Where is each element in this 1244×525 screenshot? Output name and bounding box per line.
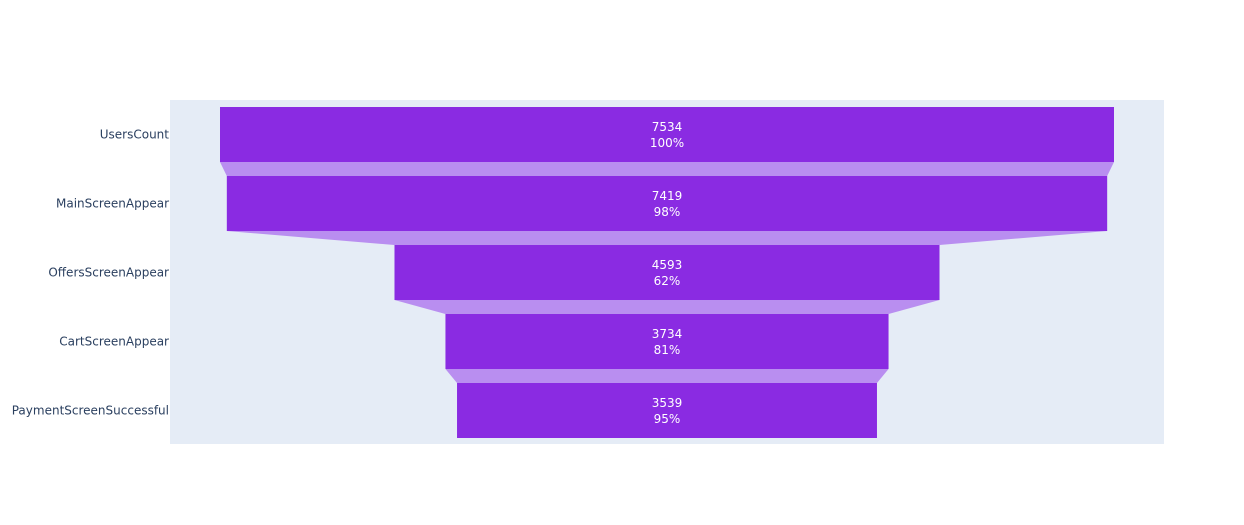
bar-value-label: 3539 bbox=[652, 396, 683, 410]
category-labels: UsersCount MainScreenAppear OffersScreenAp… bbox=[12, 128, 170, 418]
category-tick-label: MainScreenAppear bbox=[56, 197, 169, 211]
category-tick-label: PaymentScreenSuccessful bbox=[12, 404, 169, 418]
funnel-bar[interactable] bbox=[226, 176, 1108, 231]
bar-value-label: 4593 bbox=[652, 258, 683, 272]
funnel-connector bbox=[220, 162, 1114, 176]
bar-percent-label: 62% bbox=[654, 274, 681, 288]
value-labels: 7534 100% 7419 98% 4593 62% 3734 81% 3539 95% bbox=[650, 120, 684, 426]
funnel-connector bbox=[394, 300, 940, 314]
funnel-bar[interactable] bbox=[394, 245, 940, 300]
bar-percent-label: 81% bbox=[654, 343, 681, 357]
category-tick-label: UsersCount bbox=[100, 128, 170, 142]
funnel-connector bbox=[226, 231, 1108, 245]
category-tick-label: OffersScreenAppear bbox=[48, 266, 169, 280]
funnel-connector bbox=[445, 369, 889, 383]
bar-value-label: 7534 bbox=[652, 120, 683, 134]
bar-value-label: 7419 bbox=[652, 189, 683, 203]
funnel-bars bbox=[220, 107, 1114, 438]
bar-percent-label: 98% bbox=[654, 205, 681, 219]
bar-value-label: 3734 bbox=[652, 327, 683, 341]
category-tick-label: CartScreenAppear bbox=[59, 335, 169, 349]
bar-percent-label: 95% bbox=[654, 412, 681, 426]
funnel-bar[interactable] bbox=[457, 383, 877, 438]
connectors bbox=[220, 162, 1114, 383]
bar-percent-label: 100% bbox=[650, 136, 684, 150]
funnel-bar[interactable] bbox=[220, 107, 1114, 162]
funnel-bar[interactable] bbox=[445, 314, 889, 369]
